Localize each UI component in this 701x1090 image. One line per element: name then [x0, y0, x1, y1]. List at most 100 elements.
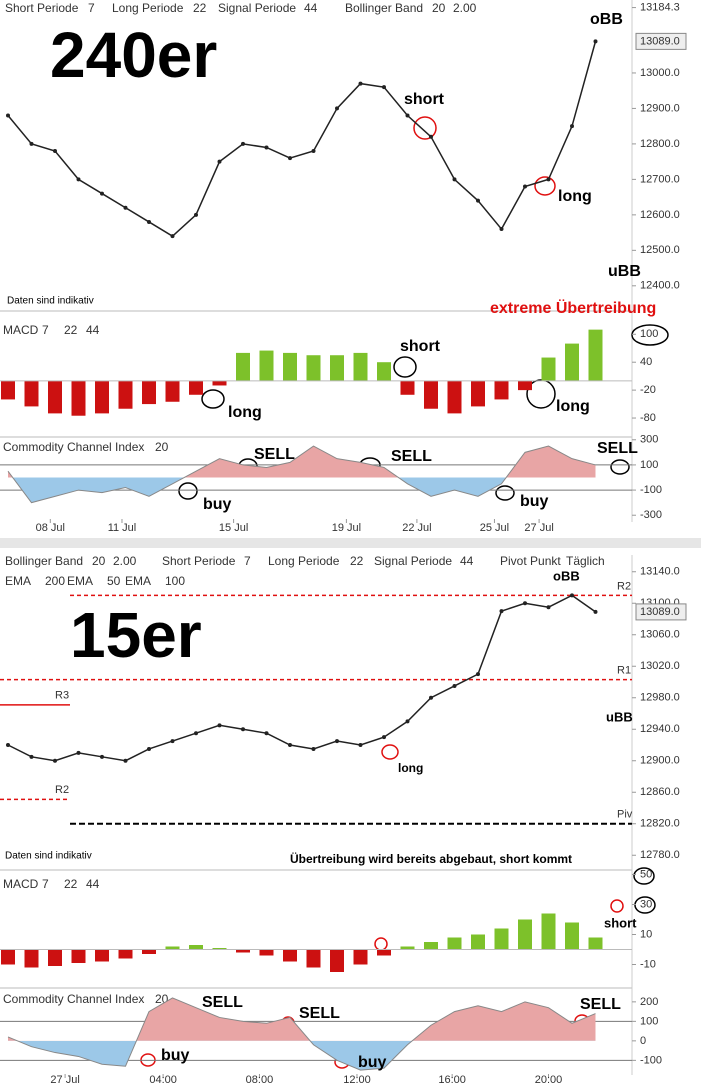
histogram-bar: [95, 949, 109, 962]
legend-text: Signal Periode: [374, 554, 452, 568]
marker-circle: [381, 744, 399, 760]
price-point: [29, 141, 34, 146]
legend-text: Short Periode: [5, 1, 79, 15]
price-point: [405, 113, 410, 118]
y-tick-label: 12800.0: [640, 138, 680, 150]
legend-text: EMA: [67, 574, 93, 588]
annotation: buy: [358, 1054, 387, 1071]
y-tick-label: 12980.0: [640, 692, 680, 704]
price-point: [382, 735, 386, 740]
annotation: uBB: [608, 263, 641, 280]
x-tick-label: 08 Jul: [36, 522, 65, 534]
legend-text: Long Periode: [268, 554, 340, 568]
histogram-bar: [353, 949, 368, 965]
y-tick-label: 200: [640, 996, 658, 1008]
price-point: [546, 177, 551, 182]
y-tick-label: 12820.0: [640, 818, 680, 830]
x-tick-label: 08:00: [246, 1074, 274, 1086]
price-point: [523, 184, 527, 189]
pivot-label: Piv: [617, 809, 633, 821]
legend-text: 44: [86, 323, 100, 337]
y-tick-label: 100: [640, 459, 658, 471]
legend-text: Pivot Punkt: [500, 554, 561, 568]
histogram-bar: [471, 380, 485, 407]
histogram-bar: [518, 919, 532, 950]
price-point: [170, 234, 175, 239]
annotation: uBB: [606, 709, 633, 724]
histogram-bar: [118, 380, 133, 409]
x-tick-label: 25 Jul: [480, 522, 509, 534]
pivot-label: R1: [617, 665, 631, 677]
legend-text: Signal Periode: [218, 1, 296, 15]
legend-text: 7: [42, 323, 49, 337]
price-point: [53, 758, 57, 763]
y-tick-label: 100: [640, 1015, 658, 1027]
annotation: Daten sind indikativ: [5, 851, 92, 862]
annotation: SELL: [202, 994, 243, 1011]
price-point: [288, 156, 292, 161]
legend-text: MACD: [3, 323, 39, 337]
annotation: extreme Übertreibung: [490, 298, 656, 317]
price-point: [593, 609, 598, 614]
annotation: buy: [203, 496, 232, 513]
annotation: oBB: [590, 11, 623, 28]
cci-area: [8, 477, 596, 503]
price-point: [170, 739, 175, 744]
legend-text: 7: [88, 1, 95, 15]
histogram-bar: [447, 380, 462, 414]
price-point: [311, 149, 316, 153]
legend-text: 44: [86, 877, 100, 891]
histogram-bar: [1, 949, 15, 965]
y-tick-label: 40: [640, 356, 652, 368]
y-tick-label: 12900.0: [640, 102, 680, 114]
annotation: SELL: [299, 1005, 340, 1022]
y-tick-label: 12500.0: [640, 244, 680, 256]
y-tick-label: 10: [640, 928, 652, 940]
price-point: [264, 731, 269, 736]
separator: [0, 538, 701, 548]
y-tick-label: 12700.0: [640, 173, 680, 185]
histogram-bar: [259, 350, 274, 381]
pivot-label: R2: [617, 580, 631, 592]
x-tick-label: 22 Jul: [402, 522, 431, 534]
legend-text: EMA: [125, 574, 151, 588]
y-tick-label: -100: [640, 484, 662, 496]
histogram-bar: [330, 949, 344, 972]
price-point: [53, 149, 57, 153]
price-point: [546, 605, 551, 610]
annotation: oBB: [553, 568, 580, 583]
histogram-bar: [518, 380, 532, 391]
legend-text: 50: [107, 574, 121, 588]
histogram-bar: [283, 949, 297, 962]
annotation: short: [604, 915, 637, 930]
price-point: [29, 754, 34, 759]
cci-line: [7, 445, 596, 504]
annotation: long: [228, 404, 262, 421]
histogram-bar: [541, 913, 556, 950]
annotation: short: [404, 91, 445, 108]
annotation: Übertreibung wird bereits abgebaut, shor…: [290, 851, 572, 866]
histogram-bar: [306, 355, 321, 381]
histogram-bar: [236, 352, 250, 381]
histogram-bar: [330, 355, 344, 381]
price-point: [570, 593, 574, 598]
histogram-bar: [165, 946, 180, 950]
marker-circle: [178, 482, 198, 500]
annotation: long: [558, 188, 592, 205]
y-tick-label: 0: [640, 1035, 646, 1047]
legend-text: 22: [193, 1, 207, 15]
price-point: [593, 39, 598, 44]
cci-line: [7, 997, 596, 1071]
histogram-bar: [142, 949, 156, 954]
annotation: buy: [161, 1047, 190, 1064]
legend-text: 22: [64, 877, 78, 891]
price-point: [76, 177, 81, 182]
x-tick-label: 27 Jul: [50, 1074, 79, 1086]
legend-text: Täglich: [566, 554, 605, 568]
y-tick-label: 100: [640, 328, 658, 340]
histogram-bar: [306, 949, 321, 968]
histogram-bar: [71, 380, 86, 416]
price-point: [358, 743, 363, 747]
legend-text: Short Periode: [162, 554, 236, 568]
